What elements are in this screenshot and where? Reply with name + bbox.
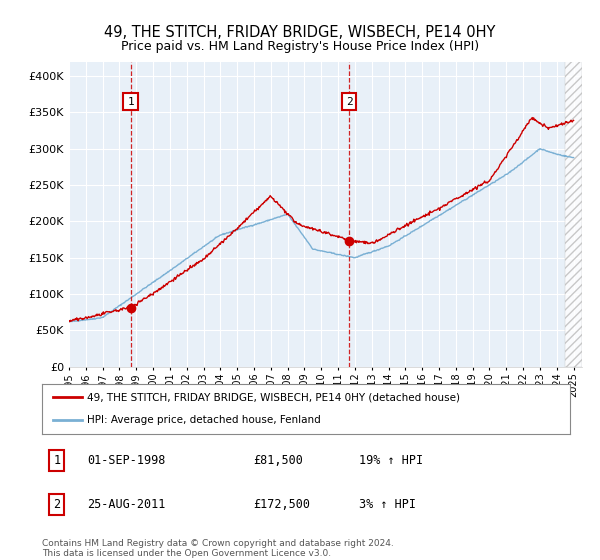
Text: 1: 1	[53, 454, 61, 467]
Text: Contains HM Land Registry data © Crown copyright and database right 2024.: Contains HM Land Registry data © Crown c…	[42, 539, 394, 548]
Text: 19% ↑ HPI: 19% ↑ HPI	[359, 454, 423, 467]
Text: £172,500: £172,500	[253, 498, 310, 511]
Text: This data is licensed under the Open Government Licence v3.0.: This data is licensed under the Open Gov…	[42, 549, 331, 558]
Text: £81,500: £81,500	[253, 454, 303, 467]
Text: HPI: Average price, detached house, Fenland: HPI: Average price, detached house, Fenl…	[87, 416, 320, 426]
Text: 3% ↑ HPI: 3% ↑ HPI	[359, 498, 416, 511]
Text: 2: 2	[53, 498, 61, 511]
Text: 01-SEP-1998: 01-SEP-1998	[87, 454, 165, 467]
Text: Price paid vs. HM Land Registry's House Price Index (HPI): Price paid vs. HM Land Registry's House …	[121, 40, 479, 53]
Text: 1: 1	[127, 96, 134, 106]
Text: 49, THE STITCH, FRIDAY BRIDGE, WISBECH, PE14 0HY: 49, THE STITCH, FRIDAY BRIDGE, WISBECH, …	[104, 25, 496, 40]
Text: 25-AUG-2011: 25-AUG-2011	[87, 498, 165, 511]
Text: 2: 2	[346, 96, 352, 106]
Text: 49, THE STITCH, FRIDAY BRIDGE, WISBECH, PE14 0HY (detached house): 49, THE STITCH, FRIDAY BRIDGE, WISBECH, …	[87, 392, 460, 402]
